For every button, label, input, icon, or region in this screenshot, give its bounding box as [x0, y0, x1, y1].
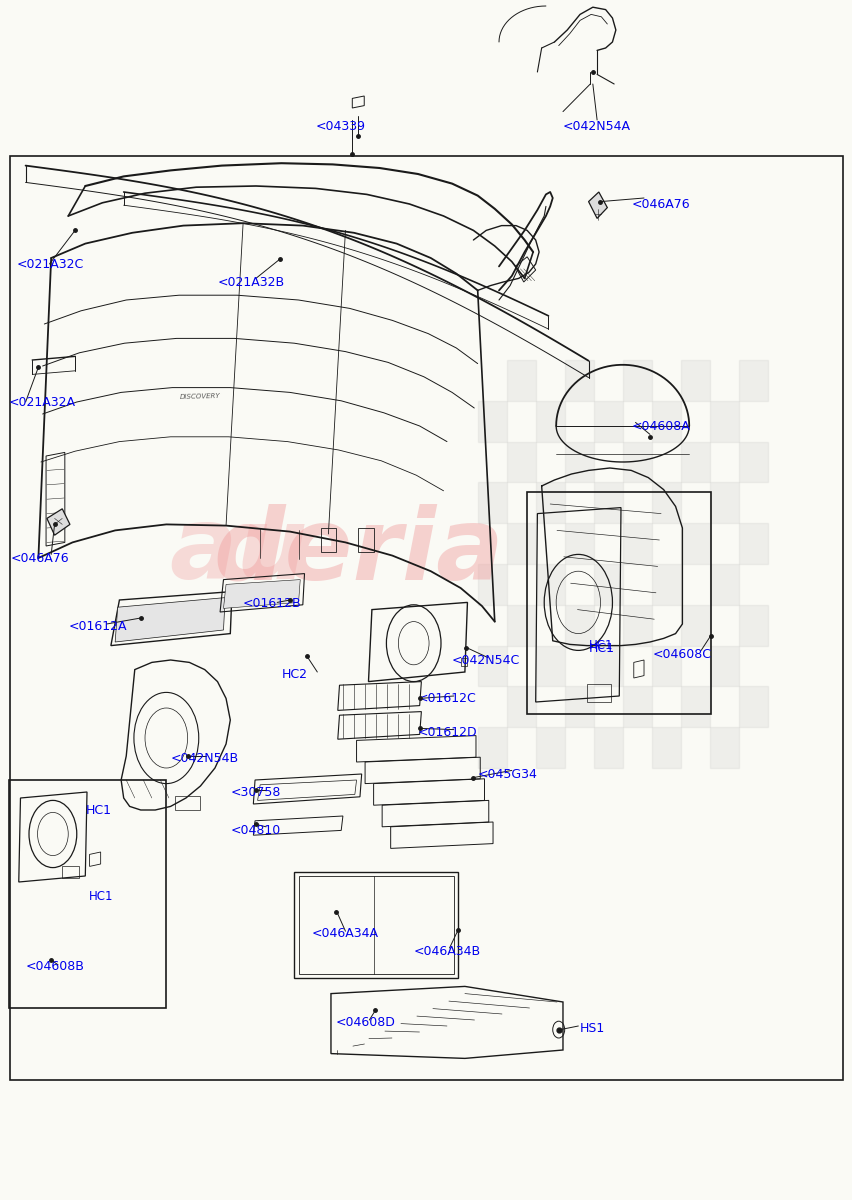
Text: HC1: HC1 — [89, 890, 113, 902]
Bar — [506, 605, 535, 646]
Bar — [593, 727, 622, 768]
Text: <021A32B: <021A32B — [217, 276, 285, 288]
Text: <042N54A: <042N54A — [562, 120, 630, 132]
Text: <01612D: <01612D — [417, 726, 477, 738]
Bar — [738, 523, 767, 564]
Bar — [535, 564, 564, 605]
Bar — [477, 727, 506, 768]
Bar — [622, 523, 651, 564]
Text: <01612C: <01612C — [417, 692, 476, 704]
Bar — [709, 401, 738, 442]
Polygon shape — [588, 192, 607, 218]
Bar — [564, 686, 593, 727]
Text: HS1: HS1 — [579, 1022, 605, 1034]
Text: <01612A: <01612A — [68, 620, 127, 632]
Text: <046A34B: <046A34B — [413, 946, 481, 958]
Bar — [709, 727, 738, 768]
Bar — [622, 686, 651, 727]
Bar — [320, 528, 336, 552]
Bar — [651, 482, 680, 523]
Text: <04608A: <04608A — [630, 420, 689, 432]
Text: <042N54B: <042N54B — [170, 752, 239, 764]
Bar — [477, 564, 506, 605]
Text: <045G34: <045G34 — [477, 768, 537, 780]
Text: <04608C: <04608C — [652, 648, 711, 660]
Bar — [294, 872, 458, 978]
Bar — [593, 482, 622, 523]
Bar — [175, 796, 200, 810]
Bar — [477, 482, 506, 523]
Text: deria: deria — [213, 504, 503, 600]
Bar — [593, 564, 622, 605]
Bar — [506, 523, 535, 564]
Bar — [506, 442, 535, 482]
Bar — [506, 686, 535, 727]
Text: <046A76: <046A76 — [10, 552, 69, 564]
Bar — [586, 684, 610, 702]
Bar — [651, 401, 680, 442]
Bar — [738, 605, 767, 646]
Bar — [593, 401, 622, 442]
Bar — [527, 492, 710, 714]
Bar — [680, 686, 709, 727]
Bar — [622, 360, 651, 401]
Bar — [622, 605, 651, 646]
Text: DISCOVERY: DISCOVERY — [180, 392, 221, 400]
Text: HC2: HC2 — [281, 668, 307, 680]
Text: <046A76: <046A76 — [630, 198, 689, 210]
Bar — [709, 564, 738, 605]
Text: HC1: HC1 — [588, 642, 613, 654]
Polygon shape — [47, 509, 70, 535]
Bar — [651, 646, 680, 686]
Text: au: au — [170, 504, 308, 600]
Bar — [477, 401, 506, 442]
Bar — [680, 442, 709, 482]
Bar — [535, 401, 564, 442]
Bar — [680, 605, 709, 646]
Polygon shape — [115, 598, 225, 642]
Bar — [535, 646, 564, 686]
Text: HC1: HC1 — [588, 640, 613, 652]
Bar — [709, 482, 738, 523]
Bar — [506, 360, 535, 401]
Text: <01612B: <01612B — [243, 598, 302, 610]
Bar — [298, 876, 453, 974]
Bar — [564, 523, 593, 564]
Text: <042N54C: <042N54C — [452, 654, 520, 666]
Bar — [622, 442, 651, 482]
Bar — [535, 727, 564, 768]
Bar — [9, 780, 166, 1008]
Bar — [593, 646, 622, 686]
Text: <021A32C: <021A32C — [17, 258, 84, 270]
Text: HC1: HC1 — [85, 804, 111, 816]
Bar — [651, 727, 680, 768]
Bar — [564, 442, 593, 482]
Bar — [709, 646, 738, 686]
Bar — [564, 605, 593, 646]
Bar — [680, 360, 709, 401]
Bar — [358, 528, 373, 552]
Text: <04339: <04339 — [315, 120, 366, 132]
Bar — [680, 523, 709, 564]
Bar — [10, 156, 842, 1080]
Bar — [738, 442, 767, 482]
Text: <04608B: <04608B — [26, 960, 84, 972]
Text: <021A32A: <021A32A — [9, 396, 76, 408]
Text: <04810: <04810 — [230, 824, 280, 836]
Text: <04608D: <04608D — [335, 1016, 394, 1028]
Text: <30758: <30758 — [230, 786, 280, 798]
Bar — [651, 564, 680, 605]
Bar — [738, 686, 767, 727]
Bar — [564, 360, 593, 401]
Bar — [62, 866, 79, 878]
Bar — [535, 482, 564, 523]
Polygon shape — [223, 580, 300, 608]
Text: <046A34A: <046A34A — [311, 928, 378, 940]
Bar — [738, 360, 767, 401]
Bar — [477, 646, 506, 686]
